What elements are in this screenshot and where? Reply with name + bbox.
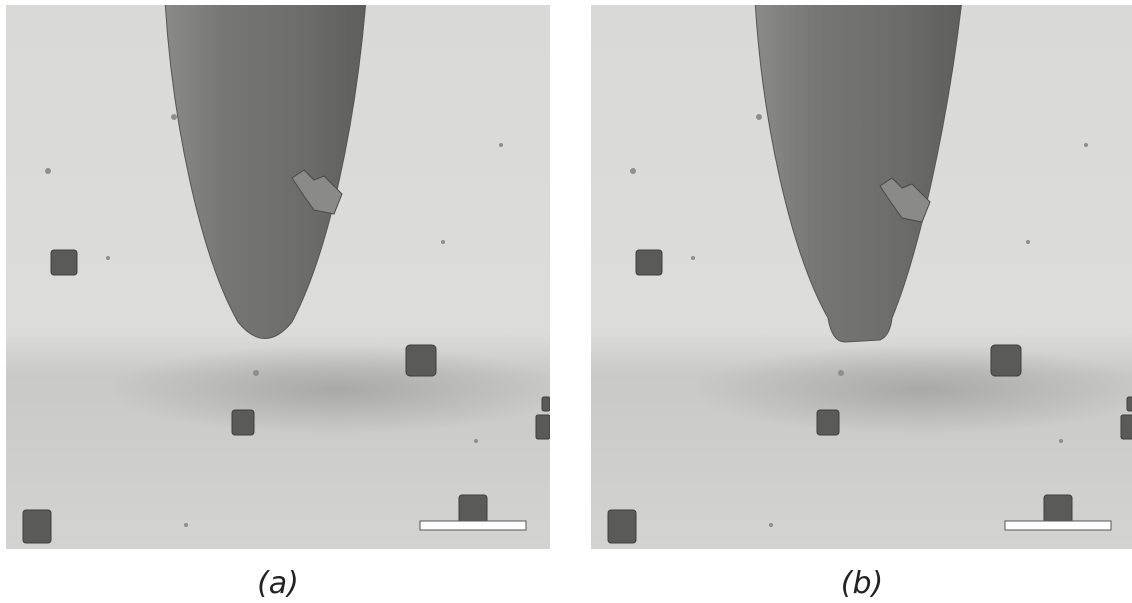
- page: (a) (b) (() => { const data = JSON.parse…: [0, 0, 1132, 603]
- panel-label: (b): [841, 566, 883, 601]
- panel-label: (a): [257, 566, 299, 601]
- sem-image-a: [6, 0, 566, 549]
- sem-image-b: [591, 0, 1132, 549]
- figure: (a) (b): [0, 0, 1132, 603]
